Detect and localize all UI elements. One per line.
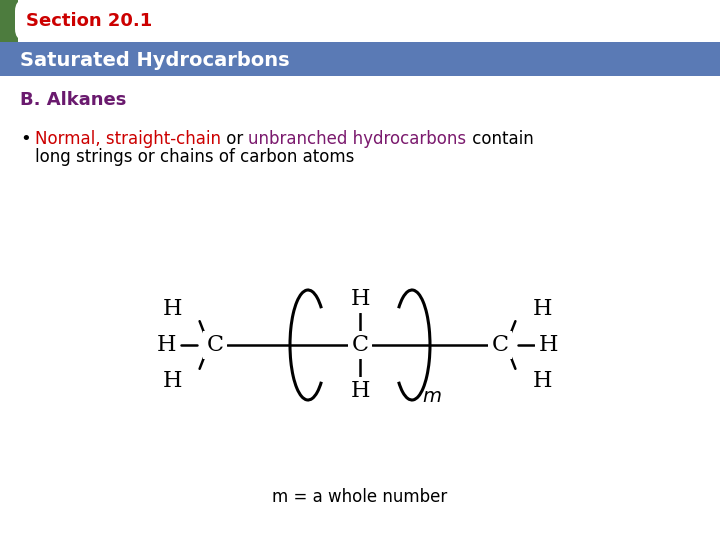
Text: Normal, straight-chain: Normal, straight-chain [35, 130, 221, 148]
FancyBboxPatch shape [15, 0, 211, 41]
Text: B. Alkanes: B. Alkanes [20, 91, 127, 109]
Text: or: or [221, 130, 248, 148]
Bar [0, 0, 18, 42]
Text: H: H [163, 298, 183, 320]
Text: m = a whole number: m = a whole number [272, 488, 448, 506]
Text: H: H [539, 334, 558, 356]
Text: •: • [20, 130, 31, 148]
Text: H: H [350, 380, 370, 402]
Text: H: H [532, 370, 552, 392]
Text: long strings or chains of carbon atoms: long strings or chains of carbon atoms [35, 148, 354, 166]
Text: C: C [351, 334, 369, 356]
Text: unbranched hydrocarbons: unbranched hydrocarbons [248, 130, 467, 148]
Text: H: H [163, 370, 183, 392]
Text: contain: contain [467, 130, 534, 148]
Text: H: H [157, 334, 176, 356]
Text: Section 20.1: Section 20.1 [26, 12, 152, 30]
Text: H: H [350, 288, 370, 310]
Text: $m$: $m$ [422, 388, 441, 406]
Text: C: C [207, 334, 223, 356]
Bar [0, 42, 720, 76]
Text: H: H [532, 298, 552, 320]
Text: Saturated Hydrocarbons: Saturated Hydrocarbons [20, 51, 289, 70]
Text: C: C [492, 334, 508, 356]
